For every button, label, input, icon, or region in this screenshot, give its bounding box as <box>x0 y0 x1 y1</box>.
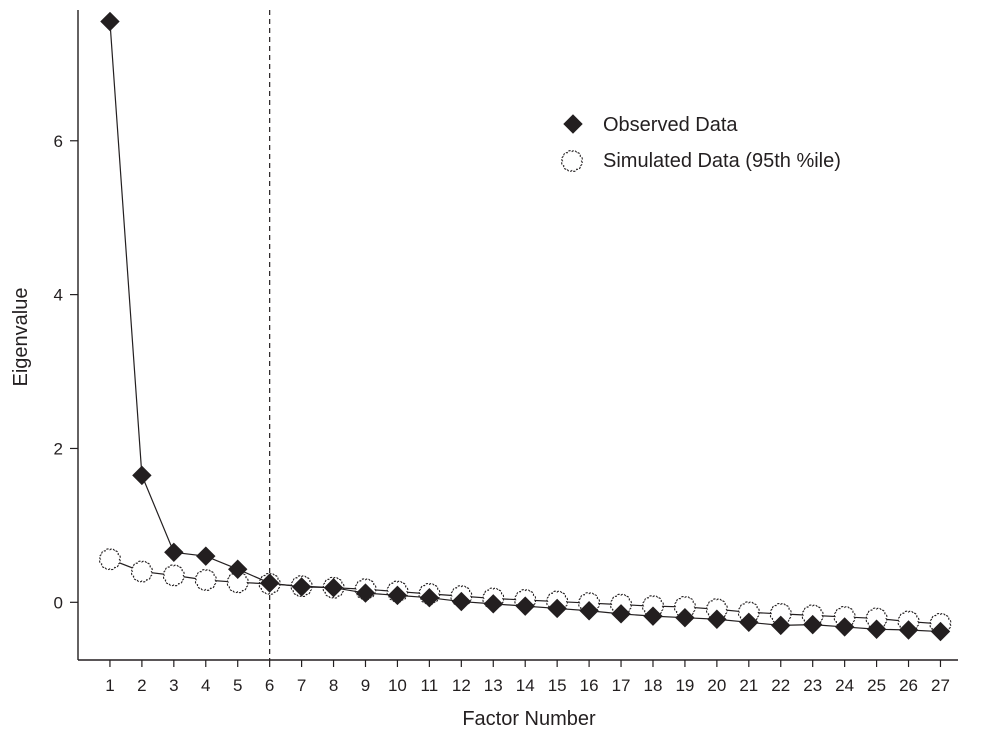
observed-point <box>930 621 951 642</box>
y-axis-title: Eigenvalue <box>10 288 32 387</box>
observed-point <box>132 465 152 486</box>
observed-point <box>643 606 663 626</box>
observed-point <box>419 587 440 608</box>
observed-point <box>451 591 472 612</box>
y-tick-label: 6 <box>54 132 63 151</box>
simulated-point <box>99 548 121 571</box>
x-tick-label: 22 <box>771 676 790 695</box>
observed-point <box>259 573 280 593</box>
x-tick-label: 10 <box>388 676 407 695</box>
x-tick-label: 4 <box>201 676 210 695</box>
observed-point <box>739 612 759 633</box>
observed-point <box>802 614 823 635</box>
observed-point <box>355 583 376 603</box>
x-tick-label: 2 <box>137 676 146 695</box>
observed-point <box>483 594 503 614</box>
x-tick-label: 5 <box>233 676 242 695</box>
x-tick-label: 20 <box>707 676 726 695</box>
axes <box>77 10 958 661</box>
legend-label-simulated: Simulated Data (95th %ile) <box>603 150 841 172</box>
x-tick-label: 15 <box>548 676 567 695</box>
observed-point <box>196 546 216 566</box>
observed-point <box>579 601 599 621</box>
x-tick-label: 14 <box>516 676 535 695</box>
x-tick-label: 13 <box>484 676 503 695</box>
observed-point <box>707 609 727 629</box>
legend-circle-icon <box>561 150 583 172</box>
x-tick-label: 25 <box>867 676 886 695</box>
legend-marker-simulated <box>561 150 583 172</box>
observed-point <box>866 619 887 639</box>
x-tick-label: 6 <box>265 676 274 695</box>
series-observed <box>100 11 951 642</box>
observed-point <box>771 615 791 636</box>
observed-point <box>547 598 567 619</box>
x-tick-label: 3 <box>169 676 178 695</box>
observed-point <box>323 577 344 598</box>
x-tick-label: 12 <box>452 676 471 695</box>
x-tick-label: 11 <box>421 676 439 695</box>
x-tick-label: 24 <box>835 676 854 695</box>
x-tick-label: 26 <box>899 676 918 695</box>
observed-series-line <box>109 21 941 633</box>
y-tick-label: 2 <box>54 439 63 458</box>
x-tick-label: 9 <box>361 676 370 695</box>
observed-point <box>611 604 631 624</box>
legend-label-observed: Observed Data <box>603 114 738 136</box>
x-tick-label: 27 <box>931 676 950 695</box>
x-tick-label: 7 <box>297 676 306 695</box>
x-axis-ticks: 1 2 3 4 5 6 7 8 9 10 11 12 13 14 15 16 17 18 19 20 21 22 23 24 2… <box>105 660 950 695</box>
simulated-point <box>194 569 217 591</box>
observed-point <box>387 585 408 606</box>
observed-point <box>834 617 855 637</box>
observed-point <box>515 596 535 616</box>
observed-point <box>898 620 919 640</box>
x-tick-label: 21 <box>739 676 758 695</box>
y-axis-ticks: 0 2 4 6 <box>54 132 78 612</box>
legend-diamond-icon <box>563 114 583 134</box>
legend-marker-observed <box>563 114 583 134</box>
y-tick-label: 0 <box>54 593 63 612</box>
simulated-point <box>131 560 153 583</box>
observed-point <box>675 607 695 628</box>
series-layer <box>99 11 952 642</box>
x-tick-label: 8 <box>329 676 338 695</box>
x-tick-label: 1 <box>105 676 114 695</box>
x-axis-title: Factor Number <box>462 708 596 730</box>
observed-point <box>228 559 248 579</box>
series-simulated <box>99 548 952 635</box>
x-tick-label: 16 <box>580 676 599 695</box>
x-tick-label: 17 <box>612 676 631 695</box>
x-tick-label: 23 <box>803 676 822 695</box>
y-tick-label: 4 <box>54 286 63 305</box>
observed-point <box>164 542 184 563</box>
x-tick-label: 19 <box>675 676 694 695</box>
legend: Observed Data Simulated Data (95th %ile) <box>561 114 841 172</box>
simulated-point <box>162 564 185 587</box>
x-tick-label: 18 <box>644 676 663 695</box>
observed-point <box>100 11 120 32</box>
observed-point <box>291 577 312 597</box>
